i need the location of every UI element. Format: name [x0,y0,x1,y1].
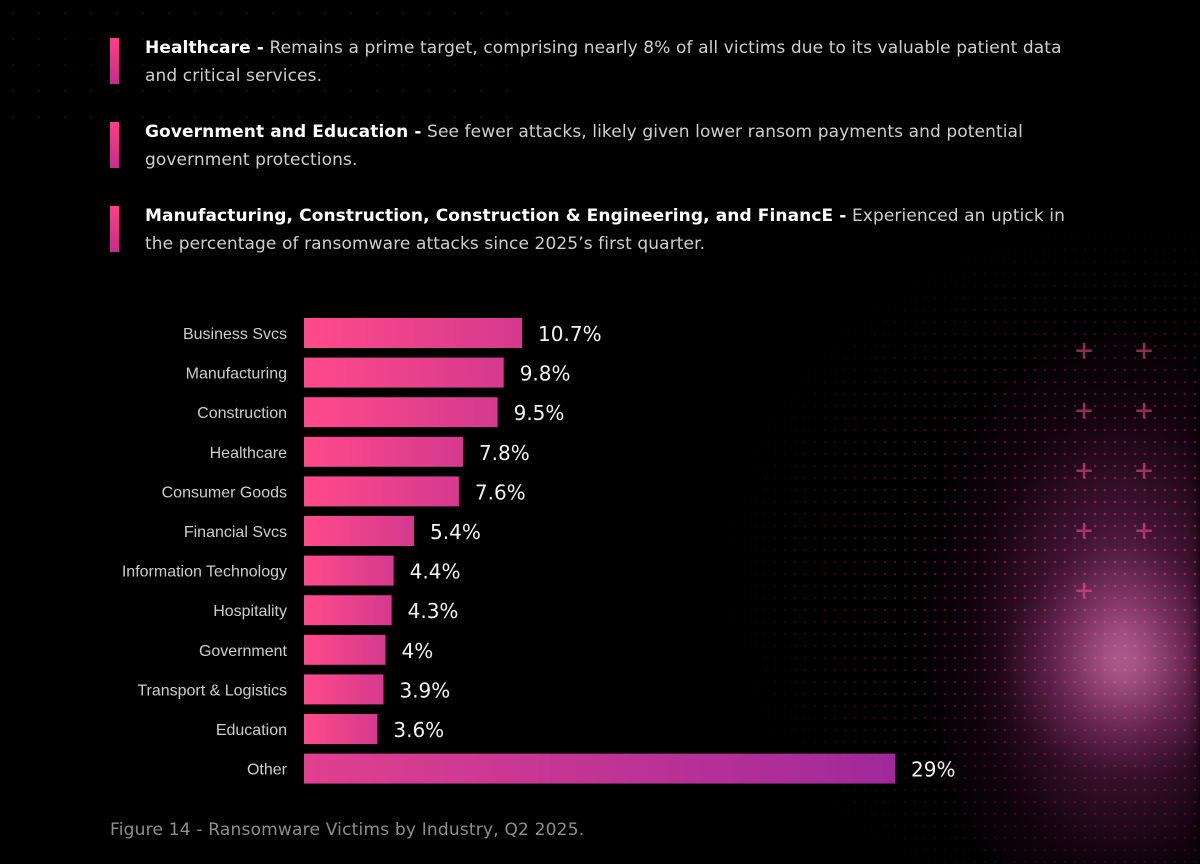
value-label-information-technology: 4.4% [410,560,461,584]
value-label-hospitality: 4.3% [408,599,459,623]
plus-icon: + [1135,393,1154,428]
background-dot-pattern [0,0,520,120]
bar-hospitality [304,595,392,626]
plus-icon: + [1135,513,1154,548]
bullet-title: Healthcare - [145,38,264,58]
bullet-marker [110,122,119,168]
figure-caption: Figure 14 - Ransomware Victims by Indust… [110,820,585,840]
bar-government [304,634,386,665]
bar-transport-and-logistics [304,674,384,705]
category-label-financial-svcs: Financial Svcs [184,524,287,541]
bar-other [304,753,895,784]
bullet-government-education: Government and Education - See fewer att… [110,118,1100,178]
bar-consumer-goods [304,476,459,507]
bullet-marker [110,206,119,252]
value-label-consumer-goods: 7.6% [475,480,526,504]
value-label-education: 3.6% [393,718,444,742]
bullet-body: Experienced an uptick in the percentage … [145,206,1066,254]
value-label-construction: 9.5% [514,401,565,425]
value-label-business-svcs: 10.7% [538,322,602,346]
plus-icon: + [1075,393,1094,428]
ransomware-industry-bar-chart: Business Svcs 10.7% Manufacturing 9.8% Const… [122,318,955,784]
value-label-financial-svcs: 5.4% [430,520,481,544]
plus-icon: + [1135,333,1154,368]
bullet-body: Remains a prime target, comprising nearl… [145,38,1062,86]
category-label-hospitality: Hospitality [213,603,287,620]
chart-marks: Business Svcs 10.7% Manufacturing 9.8% Const… [122,318,955,784]
bullet-text: Government and Education - See fewer att… [145,118,1095,174]
category-label-manufacturing: Manufacturing [186,366,287,383]
bullet-healthcare: Healthcare - Remains a prime target, com… [110,34,1100,94]
value-label-manufacturing: 9.8% [520,362,571,386]
bullet-body: See fewer attacks, likely given lower ra… [145,122,1023,170]
bar-healthcare [304,436,463,467]
bullet-text: Manufacturing, Construction, Constructio… [145,202,1095,258]
category-label-government: Government [199,643,288,660]
category-label-business-svcs: Business Svcs [183,326,287,343]
bullet-manufacturing-finance: Manufacturing, Construction, Constructio… [110,202,1100,262]
bullet-text: Healthcare - Remains a prime target, com… [145,34,1095,90]
value-label-other: 29% [911,758,955,782]
plus-icon: + [1135,453,1154,488]
bar-education [304,714,378,744]
bar-financial-svcs [304,516,415,546]
category-label-healthcare: Healthcare [210,445,287,462]
plus-icon: + [1075,573,1094,608]
plus-icon: + [1075,333,1094,368]
category-label-other: Other [247,762,288,779]
bar-business-svcs [304,318,523,348]
value-label-healthcare: 7.8% [479,441,530,465]
bullet-marker [110,38,119,84]
category-label-transport-and-logistics: Transport & Logistics [137,682,287,699]
plus-icon: + [1075,453,1094,488]
plus-icon: + [1075,513,1094,548]
background-glow-highlight [1010,560,1200,770]
bar-information-technology [304,555,394,586]
bar-construction [304,397,498,428]
bar-manufacturing [304,357,504,388]
background-glow [920,320,1200,864]
category-label-consumer-goods: Consumer Goods [162,484,287,501]
bullet-title: Government and Education - [145,122,422,142]
value-label-government: 4% [402,639,434,663]
category-label-information-technology: Information Technology [122,564,287,581]
category-label-education: Education [216,722,287,739]
category-label-construction: Construction [197,405,287,422]
bullet-title: Manufacturing, Construction, Constructio… [145,206,847,226]
value-label-transport-and-logistics: 3.9% [399,678,450,702]
